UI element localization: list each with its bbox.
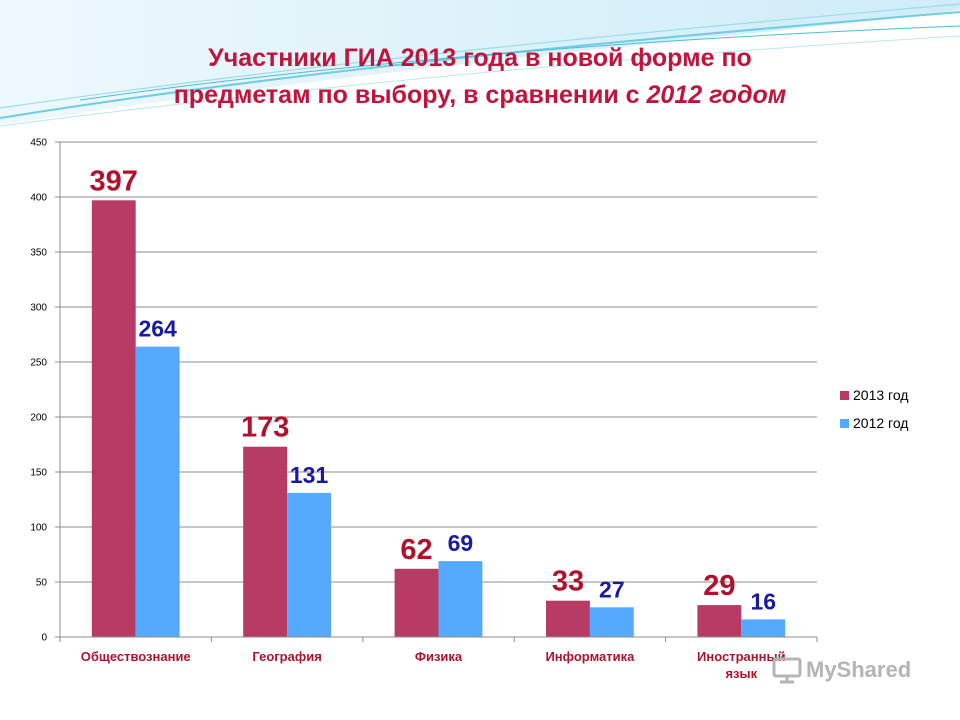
chart-title: Участники ГИА 2013 года в новой форме по… [30, 40, 930, 114]
y-tick-label: 0 [41, 633, 47, 644]
data-label-2012: 27 [599, 576, 625, 602]
bar-2012 [589, 607, 634, 637]
legend-swatch [840, 419, 849, 428]
data-label-2013: 29 [703, 570, 735, 602]
chart-title-year: 2012 годом [646, 81, 787, 109]
bar-2012 [438, 561, 483, 637]
watermark: MyShared [772, 656, 911, 684]
header-decoration [0, 0, 960, 127]
y-tick-label: 150 [30, 468, 47, 479]
y-tick-label: 200 [30, 413, 47, 424]
category-label: Физика [415, 649, 463, 664]
data-label-2012: 16 [750, 588, 776, 614]
bar-2013 [91, 200, 136, 638]
y-tick-label: 250 [30, 358, 47, 369]
data-label-2012: 69 [448, 530, 474, 556]
y-axis: 0 50 100 150 200 250 300 350 400 450 [30, 138, 61, 644]
data-label-2013: 173 [241, 412, 289, 444]
gridlines [60, 141, 817, 583]
bar-2012 [135, 346, 180, 637]
y-tick-label: 100 [30, 523, 47, 534]
data-label-2012: 131 [290, 462, 329, 488]
bar-2012 [741, 619, 786, 637]
bars [91, 200, 786, 638]
y-tick-label: 350 [30, 248, 47, 259]
category-label: Обществознание [81, 649, 191, 664]
y-tick-label: 400 [30, 193, 47, 204]
chart-title-line2: предметам по выбору, в сравнении с [173, 81, 647, 109]
y-tick-label: 50 [36, 578, 48, 589]
legend-label: 2013 год [853, 387, 908, 403]
category-label: Информатика [545, 649, 635, 664]
category-label: Иностранный [697, 649, 786, 664]
legend-swatch [840, 391, 849, 400]
x-axis: Обществознание География Физика Информатика… [59, 636, 818, 681]
data-label-2013: 397 [90, 165, 138, 197]
category-label: География [252, 649, 321, 664]
legend-label: 2012 год [853, 415, 908, 431]
chart-title-line1: Участники ГИА 2013 года в новой форме по [208, 44, 752, 72]
bar-2013 [545, 600, 590, 637]
bar-2013 [394, 568, 439, 637]
watermark-text: MyShared [806, 657, 912, 682]
data-label-2013: 62 [400, 534, 432, 566]
bar-2012 [287, 492, 332, 637]
y-tick-label: 450 [30, 138, 47, 149]
data-label-2012: 264 [138, 316, 177, 342]
legend: 2013 год 2012 год [840, 387, 908, 431]
y-tick-label: 300 [30, 303, 47, 314]
data-label-2013: 33 [552, 566, 584, 598]
bar-2013 [697, 605, 742, 637]
category-label: язык [725, 666, 757, 681]
bar-2013 [243, 446, 288, 637]
presentation-board-icon [772, 657, 802, 684]
